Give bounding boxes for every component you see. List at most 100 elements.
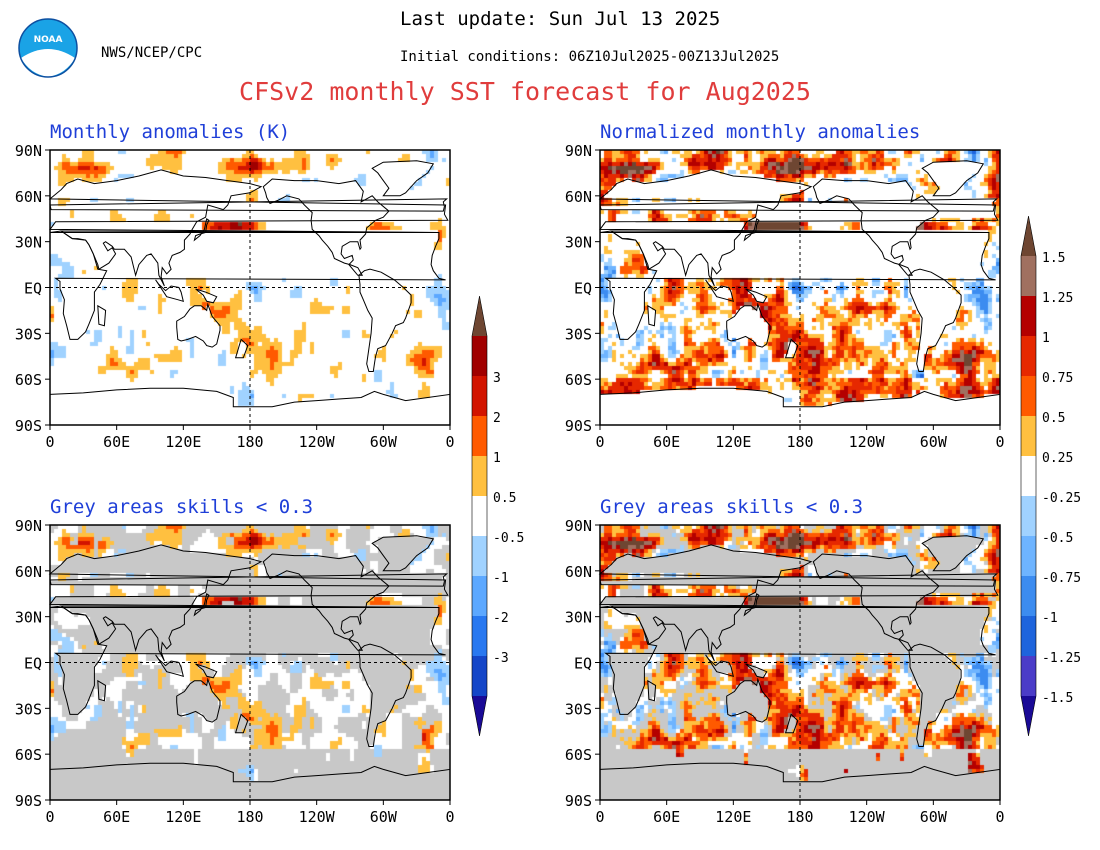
map-panel-normalized: 0 60E 120E 180 120W 60W 0 90N 60N 30N EQ 30S 60S 90S	[565, 142, 1005, 451]
coastline	[908, 643, 962, 747]
coastline	[598, 169, 999, 287]
coastline	[97, 679, 107, 702]
colorbar-cold-segment	[472, 656, 487, 696]
coastline	[358, 268, 412, 372]
y-tick-label: 30N	[565, 609, 592, 627]
coastlines	[598, 535, 1001, 801]
coastline	[48, 169, 449, 287]
coastline	[371, 535, 435, 572]
coastline	[743, 217, 760, 242]
colorbar-label: -0.5	[1042, 531, 1073, 546]
colorbar-label: 1	[493, 451, 501, 466]
coastlines	[48, 535, 451, 801]
y-tick-label: 60S	[15, 746, 42, 764]
colorbar-warm-segment	[472, 336, 487, 376]
map-panel-anomalies: 0 60E 120E 180 120W 60W 0 90N 60N 30N EQ 30S 60S 90S	[15, 142, 455, 451]
colorbar-label: -1.25	[1042, 651, 1081, 666]
coastline	[97, 304, 107, 327]
y-tick-label: 30S	[15, 325, 42, 343]
colorbar-cold-segment	[1021, 616, 1036, 656]
x-tick-label: 60E	[653, 808, 680, 826]
y-tick-label: 30S	[15, 700, 42, 718]
colorbar-cold-tip	[472, 696, 487, 736]
colorbar-label: 0.75	[1042, 371, 1073, 386]
coastline	[921, 160, 985, 197]
colorbar-label: -2	[493, 611, 509, 626]
panel-title-norm-skill: Grey areas skills < 0.3	[600, 496, 863, 518]
x-tick-label: 60W	[370, 433, 398, 451]
coastlines	[598, 160, 1001, 426]
y-tick-label: 60S	[565, 746, 592, 764]
colorbar-cold-segment	[472, 616, 487, 656]
coastline	[743, 592, 760, 617]
coastline	[598, 544, 999, 662]
coastline	[599, 762, 1001, 801]
noaa-logo-text: NOAA	[34, 35, 63, 45]
y-tick-label: 90N	[15, 517, 42, 535]
last-update: Last update: Sun Jul 13 2025	[400, 8, 720, 30]
y-tick-label: 90S	[15, 792, 42, 810]
colorbar-warm-segment	[1021, 296, 1036, 336]
x-tick-label: 120W	[849, 433, 886, 451]
x-tick-label: 60E	[103, 433, 130, 451]
coastline	[49, 573, 449, 587]
coastline	[812, 178, 940, 276]
colorbar-warm-segment	[472, 416, 487, 456]
colorbar-warm-segment	[1021, 256, 1036, 296]
colorbar-cold-segment	[1021, 496, 1036, 536]
x-tick-label: 120W	[299, 433, 336, 451]
coastline	[54, 605, 446, 715]
coastline	[262, 178, 390, 276]
coastline	[745, 288, 768, 304]
coastline	[371, 160, 435, 197]
map-panel-normalized-skill: 0 60E 120E 180 120W 60W 0 90N 60N 30N EQ 30S 60S 90S	[565, 517, 1005, 826]
coastline	[908, 268, 962, 372]
x-tick-label: 0	[445, 808, 454, 826]
coastline	[599, 387, 1001, 426]
coastlines	[48, 160, 451, 426]
x-tick-label: 180	[236, 808, 263, 826]
coastline	[54, 230, 446, 340]
colorbar-normalized: 1.5 1.25 1 0.75 0.5 0.25 -0.25 -0.5 -0.75 -1 -1.25…	[1020, 215, 1081, 737]
coastline	[647, 304, 657, 327]
colorbar-warm-tip	[472, 296, 487, 336]
y-tick-label: 90N	[15, 142, 42, 160]
x-tick-label: 120E	[715, 808, 751, 826]
colorbar-neutral-segment	[1021, 456, 1036, 496]
y-tick-label: EQ	[574, 280, 592, 298]
coastline	[49, 387, 451, 426]
coastline	[193, 592, 210, 617]
coastline	[705, 279, 734, 303]
y-tick-label: 30S	[565, 325, 592, 343]
coastline	[599, 573, 999, 587]
x-tick-label: 120E	[165, 808, 201, 826]
colorbar-label: 1.25	[1042, 291, 1073, 306]
x-tick-label: 0	[45, 808, 54, 826]
colorbar-neutral-segment	[472, 496, 487, 536]
y-tick-label: 90S	[565, 417, 592, 435]
colorbar-cold-segment	[1021, 576, 1036, 616]
colorbar-label: 0.5	[1042, 411, 1065, 426]
coastline	[195, 663, 218, 679]
x-tick-label: 120E	[165, 433, 201, 451]
coastline	[784, 713, 799, 734]
coastline	[234, 338, 249, 359]
colorbar-label: -1.5	[1042, 691, 1073, 706]
colorbar-label: -0.25	[1042, 491, 1081, 506]
panel-title-norm: Normalized monthly anomalies	[600, 121, 920, 143]
colorbar-cold-segment	[472, 576, 487, 616]
colorbar-label: -1	[1042, 611, 1058, 626]
coastline	[784, 338, 799, 359]
x-tick-label: 180	[786, 808, 813, 826]
org-label: NWS/NCEP/CPC	[101, 45, 202, 61]
colorbar-warm-segment	[1021, 376, 1036, 416]
coastline	[176, 302, 221, 348]
x-tick-label: 0	[995, 808, 1004, 826]
colorbar-outline	[471, 295, 488, 737]
y-tick-label: EQ	[24, 655, 42, 673]
coastline	[812, 553, 940, 651]
panel-title-anom-skill: Grey areas skills < 0.3	[50, 496, 313, 518]
colorbar-warm-segment	[472, 376, 487, 416]
coastline	[262, 553, 390, 651]
y-tick-label: 60S	[565, 371, 592, 389]
